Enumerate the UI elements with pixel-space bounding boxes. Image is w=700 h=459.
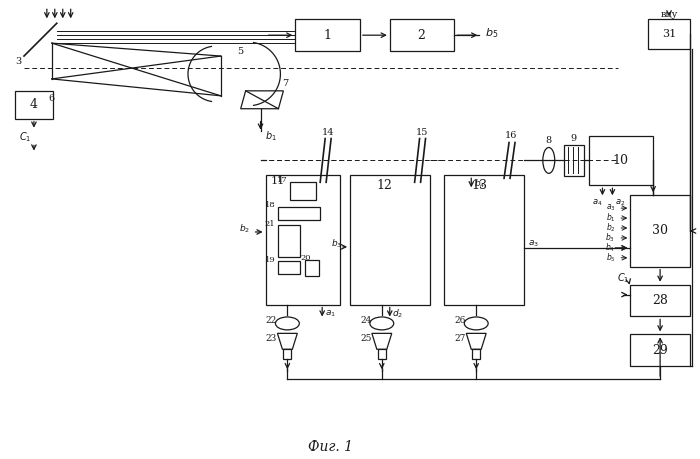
Text: 14: 14	[322, 128, 335, 137]
Bar	[390, 19, 454, 51]
Text: $b_2$: $b_2$	[239, 223, 250, 235]
Bar	[630, 285, 690, 316]
Text: Фиг. 1: Фиг. 1	[307, 440, 353, 453]
Text: $a_1$: $a_1$	[325, 308, 335, 319]
Text: $a_4$: $a_4$	[592, 198, 603, 208]
Text: 15: 15	[415, 128, 428, 137]
Bar	[378, 349, 386, 359]
Text: $b_2$: $b_2$	[606, 222, 615, 234]
Text: 27: 27	[454, 334, 466, 343]
Polygon shape	[277, 333, 297, 349]
Text: 4: 4	[30, 98, 38, 111]
Text: 22: 22	[266, 316, 277, 325]
Text: $d_2$: $d_2$	[392, 307, 403, 320]
Polygon shape	[466, 333, 486, 349]
Text: $b_4$: $b_4$	[606, 241, 615, 254]
Polygon shape	[241, 91, 284, 109]
Text: 31: 31	[662, 29, 676, 39]
Text: $b_1$: $b_1$	[265, 129, 277, 144]
Bar	[305, 260, 319, 276]
Text: $b_3$: $b_3$	[606, 232, 615, 244]
Text: 19: 19	[265, 256, 276, 264]
Text: 5: 5	[237, 46, 244, 56]
Text: 16: 16	[505, 131, 517, 140]
Text: 29: 29	[652, 344, 668, 357]
Text: $b_5$: $b_5$	[606, 252, 615, 264]
Ellipse shape	[464, 317, 488, 330]
Text: 26: 26	[454, 316, 466, 325]
Bar	[295, 19, 360, 51]
Text: 10: 10	[612, 154, 629, 167]
Bar	[564, 145, 584, 176]
Text: 11: 11	[270, 176, 285, 186]
Text: 28: 28	[652, 294, 668, 307]
Text: $b_3$: $b_3$	[332, 238, 343, 250]
Bar	[473, 349, 480, 359]
Text: 18: 18	[265, 201, 276, 209]
Bar	[290, 182, 316, 200]
Bar	[265, 175, 340, 304]
Polygon shape	[372, 333, 392, 349]
Ellipse shape	[370, 317, 393, 330]
Text: $b_4$: $b_4$	[473, 177, 485, 190]
Text: 23: 23	[266, 334, 277, 343]
Text: 3: 3	[15, 56, 21, 66]
Text: 21: 21	[265, 220, 276, 228]
Bar	[350, 175, 430, 304]
Text: $b_5$: $b_5$	[486, 26, 499, 40]
Ellipse shape	[276, 317, 300, 330]
Bar	[279, 225, 300, 257]
Bar	[15, 91, 52, 119]
Bar	[630, 195, 690, 267]
Text: 30: 30	[652, 224, 668, 237]
Text: $C_1$: $C_1$	[617, 271, 629, 285]
Bar	[284, 349, 291, 359]
Bar	[279, 261, 300, 274]
Text: $a_2$: $a_2$	[615, 198, 626, 208]
Text: 17: 17	[276, 176, 288, 185]
Ellipse shape	[542, 147, 555, 174]
Text: $b_1$: $b_1$	[606, 212, 615, 224]
Text: 7: 7	[282, 79, 288, 89]
Text: 8: 8	[546, 136, 552, 145]
Text: 12: 12	[377, 179, 393, 192]
Text: вцу: вцу	[660, 10, 678, 19]
Bar	[589, 135, 653, 185]
Text: $a_3$: $a_3$	[528, 239, 540, 249]
Text: 1: 1	[323, 28, 331, 42]
Text: $C_1$: $C_1$	[19, 131, 32, 145]
Text: 9: 9	[570, 134, 577, 143]
Text: 13: 13	[471, 179, 487, 192]
Text: 24: 24	[360, 316, 372, 325]
Bar	[279, 207, 320, 220]
Text: 6: 6	[49, 94, 55, 103]
Text: 2: 2	[418, 28, 426, 42]
Bar	[648, 19, 690, 49]
Text: 20: 20	[300, 254, 311, 262]
Bar	[444, 175, 524, 304]
Text: $a_3$: $a_3$	[606, 203, 615, 213]
Text: 25: 25	[360, 334, 372, 343]
Bar	[630, 334, 690, 366]
